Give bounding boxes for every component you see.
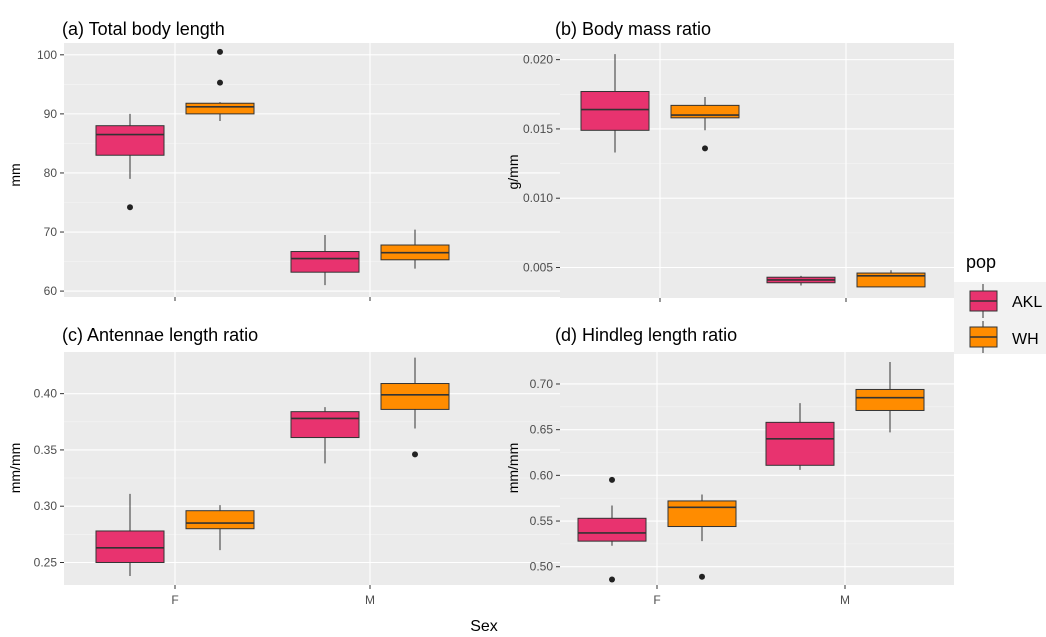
box-akl-f	[580, 54, 650, 153]
panel-title: (a) Total body length	[62, 19, 225, 39]
outlier-point	[702, 145, 708, 152]
box-body	[855, 388, 925, 411]
box-akl-m	[765, 403, 835, 470]
x-tick-label: M	[840, 593, 850, 607]
box-wh-f	[185, 48, 255, 121]
box-body	[290, 251, 360, 273]
x-tick-label: M	[365, 593, 375, 607]
box-body	[380, 383, 450, 410]
y-tick-label: 0.015	[523, 122, 553, 136]
panel-background	[560, 352, 954, 585]
box-wh-f	[667, 494, 737, 580]
outlier-point	[217, 79, 223, 86]
box-body	[185, 510, 255, 530]
box-akl-f	[577, 476, 647, 583]
y-tick-label: 0.010	[523, 191, 553, 205]
y-tick-label: 70	[44, 225, 58, 239]
y-tick-label: 0.005	[523, 261, 553, 275]
y-tick-label: 0.30	[34, 499, 58, 513]
box-akl-f	[95, 493, 165, 576]
y-tick-label: 80	[44, 166, 58, 180]
panel-d: 0.50 0.55 0.60 0.65 0.70 F M (d) Hindleg length…	[505, 325, 954, 607]
box-wh-m	[856, 270, 926, 288]
y-tick-label: 100	[37, 48, 57, 62]
box-body	[580, 91, 650, 131]
legend-key-wh	[969, 321, 998, 353]
y-tick-label: 0.50	[530, 560, 554, 574]
legend: pop AKL WH	[954, 252, 1046, 354]
box-akl-m	[290, 407, 360, 464]
panel-title: (b) Body mass ratio	[555, 19, 711, 39]
legend-background	[954, 282, 1046, 354]
box-wh-f	[185, 505, 255, 551]
box-wh-f	[670, 97, 740, 152]
box-body	[670, 104, 740, 119]
panel-title: (c) Antennae length ratio	[62, 325, 258, 345]
y-tick-label: 0.55	[530, 514, 554, 528]
y-tick-label: 0.020	[523, 53, 553, 67]
y-axis-label: mm	[7, 163, 23, 186]
box-wh-m	[380, 229, 450, 269]
y-axis-label: mm/mm	[7, 443, 23, 494]
panel-b: 0.005 0.010 0.015 0.020(b) Body mass ratio g…	[505, 19, 954, 302]
y-tick-label: 0.35	[34, 443, 58, 457]
box-body	[95, 530, 165, 563]
outlier-point	[609, 576, 615, 583]
box-body	[667, 500, 737, 528]
box-akl-m	[766, 275, 836, 286]
y-axis-label: mm/mm	[505, 443, 521, 494]
outlier-point	[217, 48, 223, 55]
y-tick-label: 0.25	[34, 555, 58, 569]
y-tick-label: 0.40	[34, 387, 58, 401]
y-axis-label: g/mm	[505, 155, 521, 190]
panel-background	[560, 43, 954, 298]
legend-label-wh: WH	[1012, 331, 1039, 348]
box-wh-m	[855, 362, 925, 433]
legend-title: pop	[966, 252, 996, 272]
legend-label-akl: AKL	[1012, 294, 1042, 311]
box-akl-f	[95, 113, 165, 211]
box-akl-m	[290, 234, 360, 286]
box-body	[185, 102, 255, 115]
x-tick-label: F	[171, 593, 178, 607]
outlier-point	[699, 573, 705, 580]
outlier-point	[609, 476, 615, 483]
outlier-point	[412, 451, 418, 458]
outlier-point	[127, 204, 133, 211]
box-body	[577, 517, 647, 542]
box-body	[95, 125, 165, 156]
y-tick-label: 0.70	[530, 377, 554, 391]
x-tick-label: F	[653, 593, 660, 607]
x-axis-label: Sex	[470, 618, 498, 635]
y-tick-label: 0.60	[530, 468, 554, 482]
y-tick-label: 90	[44, 107, 58, 121]
panel-title: (d) Hindleg length ratio	[555, 325, 737, 345]
box-body	[290, 411, 360, 439]
box-body	[765, 421, 835, 466]
box-wh-m	[380, 357, 450, 458]
y-tick-label: 60	[44, 284, 58, 298]
legend-key-akl	[969, 284, 998, 318]
y-tick-label: 0.65	[530, 423, 554, 437]
